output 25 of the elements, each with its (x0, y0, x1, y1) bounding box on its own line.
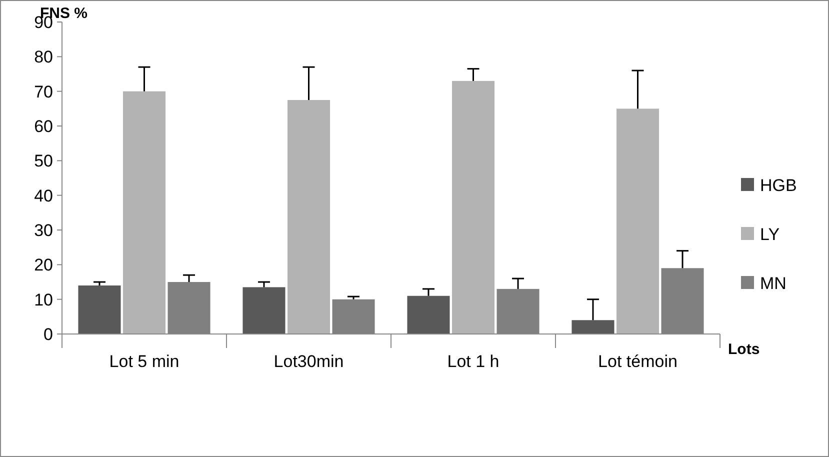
y-tick-label: 30 (34, 220, 53, 240)
x-tick-label: Lot 1 h (447, 352, 500, 371)
bar (452, 80, 495, 334)
bar (78, 285, 121, 334)
y-tick-label: 50 (34, 152, 53, 171)
bar (407, 296, 450, 334)
x-tick-label: Lot 5 min (109, 352, 180, 371)
y-tick-label: 70 (34, 82, 53, 102)
y-tick-label: 20 (34, 256, 53, 275)
bar (572, 320, 614, 334)
y-tick-label: 10 (34, 290, 53, 310)
y-tick-label: 80 (34, 48, 53, 67)
bar (287, 100, 330, 334)
y-tick-label: 40 (34, 186, 53, 206)
legend-label: MN (760, 274, 786, 293)
y-tick-label: 0 (44, 324, 53, 344)
legend-label: LY (760, 224, 780, 244)
y-tick-label: 60 (34, 116, 53, 136)
bar (242, 287, 286, 334)
x-tick-label: Lot30min (274, 352, 344, 371)
x-tick-label: Lot témoin (598, 352, 678, 371)
x-axis-title: Lots (728, 341, 760, 358)
bar (616, 108, 660, 334)
bar (122, 91, 166, 334)
legend-label: HGB (760, 176, 797, 195)
